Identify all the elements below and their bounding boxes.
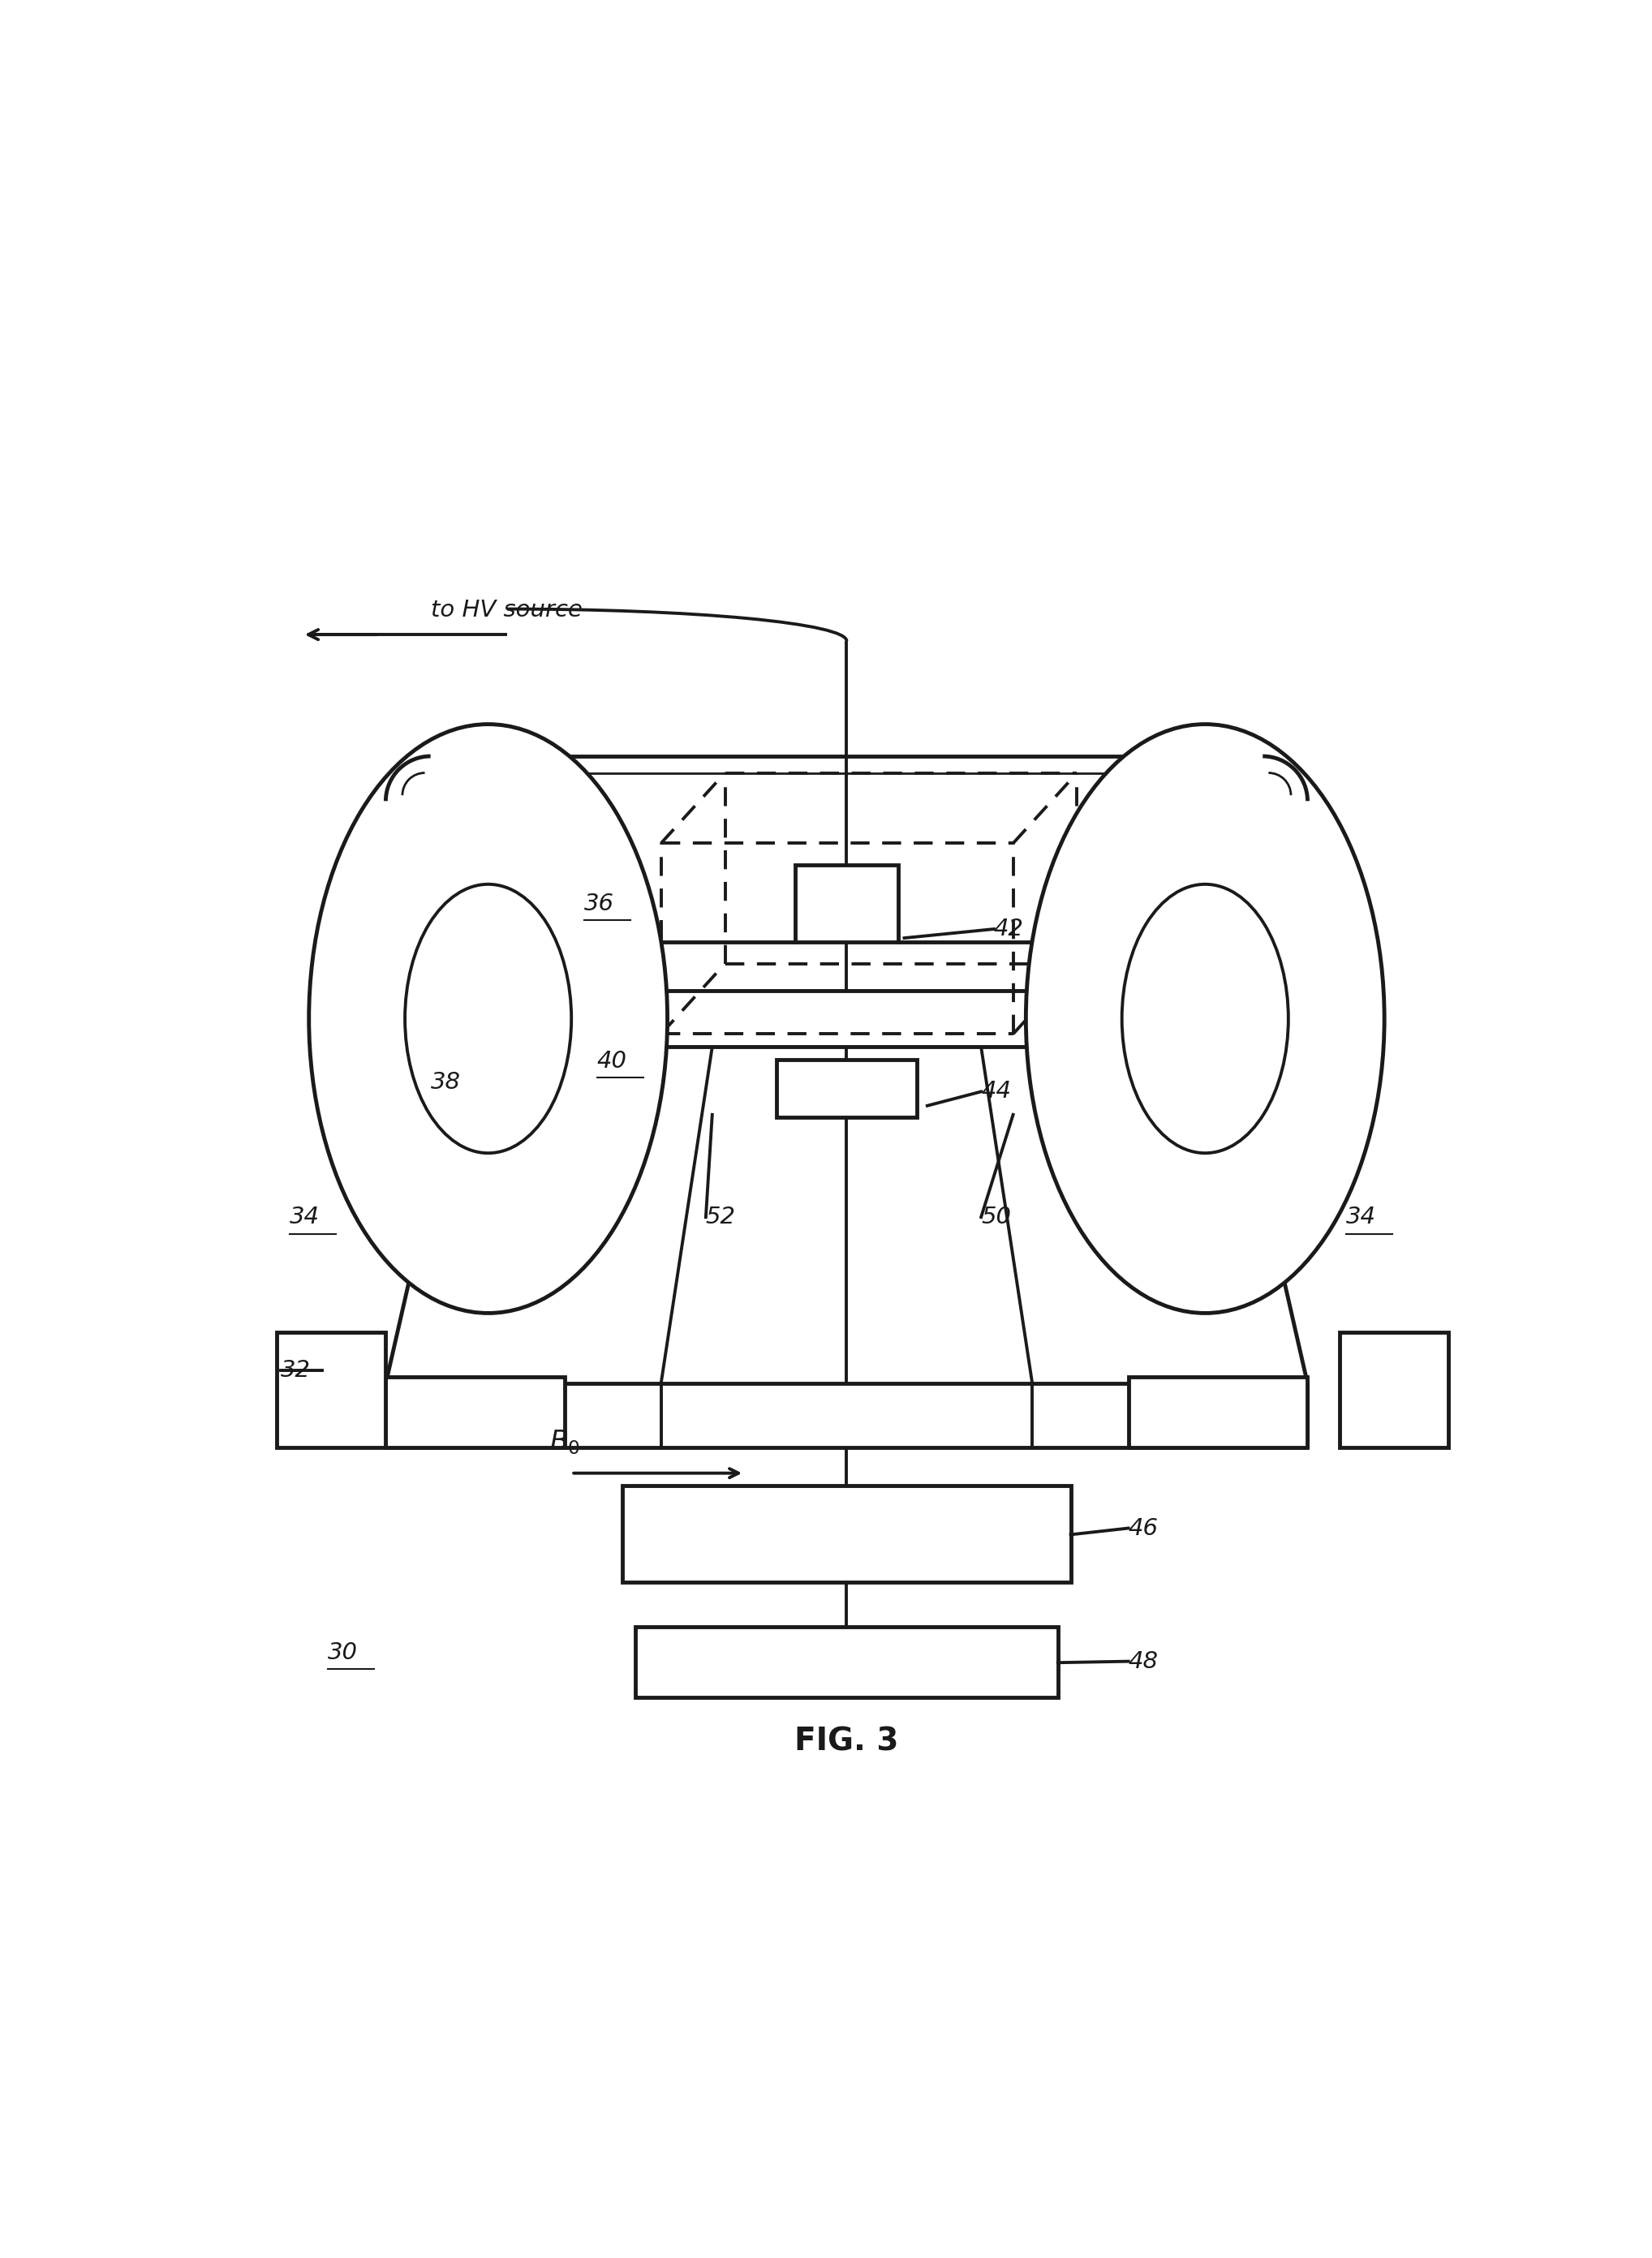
Ellipse shape [1122,885,1289,1154]
Text: 32: 32 [281,1359,311,1382]
Text: 44: 44 [981,1079,1011,1102]
Text: Data Acquisition: Data Acquisition [755,1508,938,1531]
Text: 30: 30 [329,1642,358,1664]
Bar [1340,1332,1449,1447]
Ellipse shape [309,725,667,1314]
Text: 46: 46 [1128,1517,1158,1540]
Ellipse shape [1026,725,1384,1314]
Text: 34: 34 [289,1206,320,1228]
Text: 52: 52 [705,1206,735,1228]
Text: 36: 36 [585,892,615,914]
Bar [636,1626,1057,1698]
Text: 48: 48 [1128,1651,1158,1673]
Text: and Processing: and Processing [762,1542,932,1565]
Text: 38: 38 [431,1070,461,1095]
Text: FIG. 3: FIG. 3 [795,1727,899,1757]
Bar [796,865,899,942]
Bar [387,1377,565,1447]
Ellipse shape [405,885,572,1154]
Text: 50: 50 [981,1206,1011,1228]
Bar [278,1332,385,1447]
Text: 40: 40 [596,1050,628,1073]
Text: $B_{0}$: $B_{0}$ [550,1429,580,1456]
Text: 42: 42 [995,917,1024,939]
Bar [776,1059,917,1118]
Bar [1128,1377,1307,1447]
Text: 34: 34 [1346,1206,1376,1228]
Text: Display: Display [805,1651,889,1673]
Text: to HV source: to HV source [431,598,582,621]
Bar [623,1486,1070,1583]
